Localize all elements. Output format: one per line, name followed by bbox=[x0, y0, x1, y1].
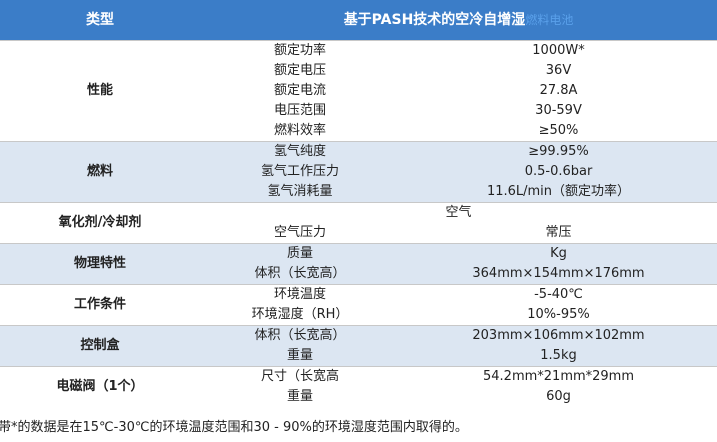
table-row: 电磁阀（1个） 尺寸（长宽高 54.2mm*21mm*29mm bbox=[0, 366, 717, 407]
table-row: 重量 1.5kg bbox=[0, 346, 717, 367]
param-cell: 重量 bbox=[286, 389, 313, 404]
footnote: 带*的数据是在15℃-30℃的环境温度范围和30 - 90%的环境湿度范围内取得… bbox=[0, 420, 468, 435]
value-cell: 364mm×154mm×176mm bbox=[400, 264, 717, 285]
value-cell: ≥50% bbox=[538, 123, 579, 138]
header-title-suffix: 燃料电池 bbox=[525, 13, 574, 27]
param-cell: 氢气纯度 bbox=[200, 141, 400, 162]
table-row: 燃料效率 ≥50% bbox=[0, 121, 717, 142]
table-row: 额定电压 36V bbox=[0, 61, 717, 81]
table-row: 空气压力 常压 bbox=[0, 223, 717, 244]
param-cell: 电压范围 bbox=[273, 103, 326, 118]
param-cell: 空气压力 bbox=[273, 225, 326, 240]
table-row: 氧化剂/冷却剂 空气 bbox=[0, 202, 717, 244]
param-cell: 额定电流 bbox=[273, 83, 326, 98]
category-cell: 物理特性 bbox=[0, 243, 200, 285]
param-cell: 环境温度 bbox=[200, 284, 400, 305]
table-row: 氢气消耗量 11.6L/min（额定功率） bbox=[0, 182, 717, 203]
value-cell: 11.6L/min（额定功率） bbox=[400, 182, 717, 203]
param-cell: 重量 bbox=[200, 346, 400, 367]
param-cell: 尺寸（长宽高 bbox=[200, 366, 400, 387]
value-cell: 27.8A bbox=[539, 83, 578, 98]
value-cell: 10%-95% bbox=[527, 307, 590, 322]
category-cell: 性能 bbox=[0, 40, 200, 142]
value-cell: Kg bbox=[400, 243, 717, 264]
header-row: 类型 基于PASH技术的空冷自增湿燃料电池 bbox=[0, 0, 717, 41]
param-cell: 体积（长宽高） bbox=[200, 325, 400, 346]
header-type: 类型 bbox=[0, 0, 200, 41]
param-cell: 额定功率 bbox=[200, 40, 400, 61]
value-cell: 常压 bbox=[545, 225, 572, 240]
param-cell: 质量 bbox=[200, 243, 400, 264]
value-cell: 203mm×106mm×102mm bbox=[400, 325, 717, 346]
table-row: 工作条件 环境温度 -5-40℃ bbox=[0, 284, 717, 326]
value-cell: ≥99.95% bbox=[400, 141, 717, 162]
table-row: 氢气工作压力 0.5-0.6bar bbox=[0, 162, 717, 182]
category-cell: 控制盒 bbox=[0, 325, 200, 367]
spec-table: 类型 基于PASH技术的空冷自增湿燃料电池 性能 额定功率 1000W* 额定电压 36… bbox=[0, 0, 717, 407]
table-row: 环境湿度（RH） 10%-95% bbox=[0, 305, 717, 326]
value-cell: -5-40℃ bbox=[400, 284, 717, 305]
table-row: 体积（长宽高） 364mm×154mm×176mm bbox=[0, 264, 717, 285]
table-body: 性能 额定功率 1000W* 额定电压 36V 额定电流 27.8A 电压范围 30-59V 燃料… bbox=[0, 40, 717, 407]
param-cell: 额定电压 bbox=[273, 63, 326, 78]
table-row: 重量 60g bbox=[0, 387, 717, 407]
table-row: 控制盒 体积（长宽高） 203mm×106mm×102mm bbox=[0, 325, 717, 367]
param-cell: 体积（长宽高） bbox=[200, 264, 400, 285]
param-cell: 氢气消耗量 bbox=[200, 182, 400, 203]
category-cell: 氧化剂/冷却剂 bbox=[0, 202, 200, 244]
header-title: 基于PASH技术的空冷自增湿 bbox=[343, 12, 526, 28]
header-title-cell: 基于PASH技术的空冷自增湿燃料电池 bbox=[200, 0, 717, 41]
category-cell: 电磁阀（1个） bbox=[0, 366, 200, 407]
table-row: 物理特性 质量 Kg bbox=[0, 243, 717, 285]
value-cell: 36V bbox=[545, 63, 572, 78]
param-cell: 环境湿度（RH） bbox=[251, 307, 349, 322]
param-cell: 燃料效率 bbox=[273, 123, 326, 138]
category-cell: 燃料 bbox=[0, 141, 200, 203]
value-cell: 1.5kg bbox=[400, 346, 717, 367]
table-row: 额定电流 27.8A bbox=[0, 81, 717, 101]
value-cell: 60g bbox=[546, 389, 571, 404]
value-cell: 54.2mm*21mm*29mm bbox=[400, 366, 717, 387]
param-cell: 氢气工作压力 bbox=[200, 162, 400, 182]
merged-cell: 空气 bbox=[200, 202, 717, 223]
table-row: 电压范围 30-59V bbox=[0, 101, 717, 121]
table-row: 燃料 氢气纯度 ≥99.95% bbox=[0, 141, 717, 203]
value-cell: 30-59V bbox=[535, 103, 582, 118]
value-cell: 0.5-0.6bar bbox=[400, 162, 717, 182]
value-cell: 1000W* bbox=[400, 40, 717, 61]
table-row: 性能 额定功率 1000W* bbox=[0, 40, 717, 142]
category-cell: 工作条件 bbox=[0, 284, 200, 326]
